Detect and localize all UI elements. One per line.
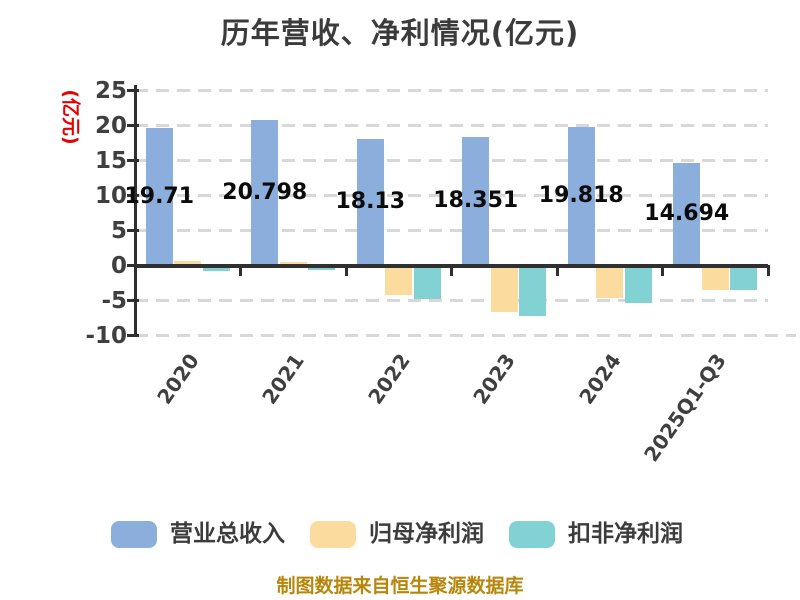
bar-营业总收入-2022 [356,138,384,266]
legend-swatch [310,521,356,548]
y-tick-label: 0 [110,252,127,279]
bar-归母净利润-2024 [596,265,624,299]
y-axis-line [133,85,137,337]
bar-归母净利润-2025Q1-Q3 [701,265,729,291]
y-tick-label: 10 [94,182,127,209]
y-tick-label: 20 [94,112,127,139]
gridline-y-25 [135,89,768,92]
bar-营业总收入-2025Q1-Q3 [673,162,701,266]
gridline-y-5 [135,229,768,232]
bar-扣非净利润-2024 [624,265,652,303]
chart-title: 历年营收、净利情况(亿元) [220,16,580,50]
y-tick-mark [127,124,139,127]
bar-value-label: 14.694 [644,201,730,227]
bar-营业总收入-2023 [462,137,490,266]
x-tick-mark [555,265,559,276]
legend-item-营业总收入: 营业总收入 [111,521,285,548]
bar-营业总收入-2021 [251,119,279,266]
bar-value-label: 18.351 [433,188,519,214]
y-tick-mark [127,334,139,337]
bar-归母净利润-2022 [385,265,413,295]
gridline-y--10 [135,334,796,337]
gridline-y--5 [135,299,768,302]
bar-扣非净利润-2023 [519,265,547,316]
legend-label: 营业总收入 [170,521,285,547]
y-tick-label: -10 [85,322,127,349]
bar-扣非净利润-2021 [308,265,336,271]
bar-value-label: 19.71 [124,183,195,209]
legend-item-归母净利润: 归母净利润 [310,521,484,548]
gridline-y-15 [135,159,768,162]
y-tick-mark [127,264,139,267]
x-tick-mark [766,265,770,276]
bar-归母净利润-2020 [174,260,202,266]
bar-扣非净利润-2022 [413,265,441,300]
legend-swatch [111,521,157,548]
legend-label: 归母净利润 [369,521,484,547]
gridline-y-20 [135,124,768,127]
x-tick-mark [661,265,664,276]
x-tick-mark [239,265,242,276]
bar-营业总收入-2024 [567,126,595,266]
y-tick-label: 5 [110,217,127,244]
bar-归母净利润-2021 [279,262,307,266]
data-source-note: 制图数据来自恒生聚源数据库 [276,575,524,597]
y-tick-label: 25 [94,77,127,104]
bar-营业总收入-2020 [145,127,173,266]
gridline-y-10 [135,194,768,197]
y-tick-label: 15 [94,147,127,174]
y-tick-mark [127,299,139,302]
legend-label: 扣非净利润 [568,521,683,547]
y-tick-mark [127,229,139,232]
legend-swatch [509,521,555,548]
legend: 营业总收入 归母净利润 扣非净利润 [111,521,683,548]
legend-item-扣非净利润: 扣非净利润 [509,521,683,548]
y-tick-mark [127,159,139,162]
bar-扣非净利润-2025Q1-Q3 [730,265,758,290]
y-tick-label: -5 [101,287,127,314]
x-tick-mark [450,265,453,276]
x-tick-mark [344,265,348,276]
bar-value-label: 18.13 [335,189,406,215]
y-tick-mark [127,89,139,92]
y-tick-mark [127,194,139,197]
bar-扣非净利润-2020 [202,265,230,271]
bar-value-label: 19.818 [538,183,624,209]
bar-归母净利润-2023 [490,265,518,313]
bar-value-label: 20.798 [222,179,308,205]
